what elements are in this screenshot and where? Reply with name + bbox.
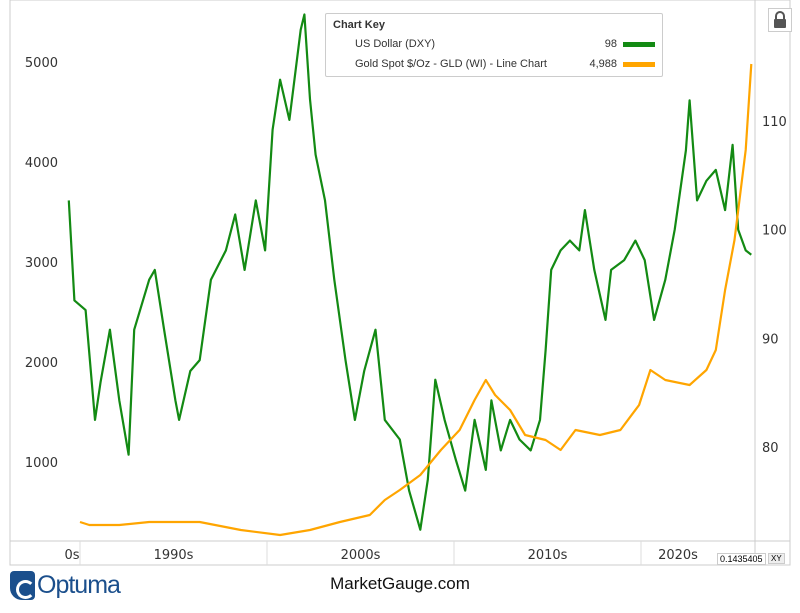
legend-label: US Dollar (DXY) bbox=[355, 38, 436, 50]
x-axis-tick-label: 2000s bbox=[341, 548, 381, 563]
left-axis-tick-label: 2000 bbox=[25, 356, 58, 371]
chart-key-title: Chart Key bbox=[333, 19, 385, 31]
left-axis-tick-label: 5000 bbox=[25, 56, 58, 71]
left-axis-tick-label: 4000 bbox=[25, 156, 58, 171]
legend-item-gold[interactable]: Gold Spot $/Oz - GLD (WI) - Line Chart 4… bbox=[355, 58, 657, 74]
x-axis-tick-label: 1990s bbox=[154, 548, 194, 563]
x-axis-tick-label: 0s bbox=[64, 548, 79, 563]
legend-swatch bbox=[623, 62, 655, 67]
dxy-line bbox=[67, 13, 752, 531]
legend-label: Gold Spot $/Oz - GLD (WI) - Line Chart bbox=[355, 58, 547, 70]
legend-item-dxy[interactable]: US Dollar (DXY) 98 bbox=[355, 38, 657, 54]
right-axis-tick-label: 90 bbox=[762, 332, 779, 347]
legend-value: 4,988 bbox=[589, 58, 617, 70]
chart-key: Chart Key US Dollar (DXY) 98 Gold Spot $… bbox=[325, 13, 663, 77]
optuma-logo: Optuma bbox=[10, 571, 121, 600]
legend-swatch bbox=[623, 42, 655, 47]
site-name: MarketGauge.com bbox=[330, 574, 470, 593]
x-axis-tick-label: 2010s bbox=[528, 548, 568, 563]
right-axis-tick-label: 100 bbox=[762, 224, 787, 239]
optuma-logo-icon bbox=[10, 571, 35, 600]
cursor-readout: 0.1435405 bbox=[717, 553, 766, 565]
x-axis-tick-label: 2020s bbox=[658, 548, 698, 563]
right-axis-tick-label: 110 bbox=[762, 115, 787, 130]
lock-button[interactable] bbox=[768, 8, 792, 32]
gold-line bbox=[79, 63, 753, 537]
right-axis-tick-label: 80 bbox=[762, 441, 779, 456]
left-axis-tick-label: 1000 bbox=[25, 456, 58, 471]
left-axis-tick-label: 3000 bbox=[25, 256, 58, 271]
legend-value: 98 bbox=[604, 38, 617, 50]
chart-frame bbox=[9, 0, 791, 566]
lock-icon bbox=[774, 11, 786, 28]
brand-name: Optuma bbox=[37, 571, 121, 599]
xy-button[interactable]: XY bbox=[768, 553, 785, 564]
